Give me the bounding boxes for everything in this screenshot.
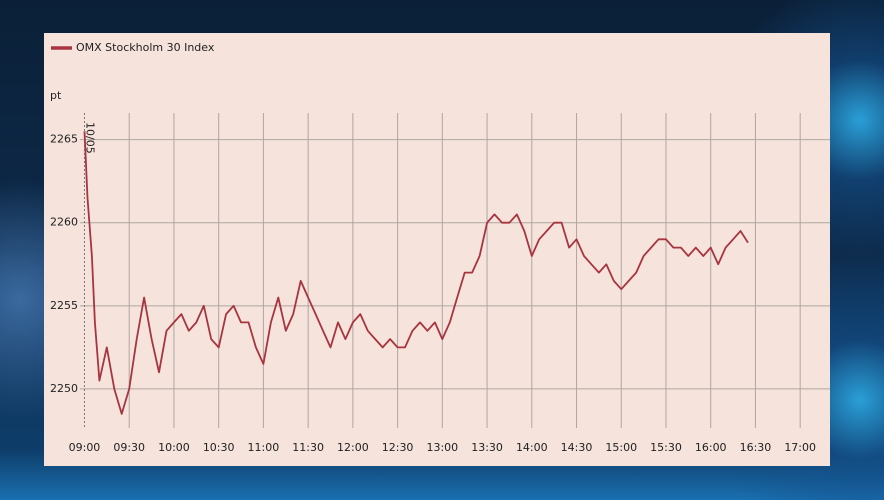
x-tick-label: 16:00 <box>695 441 727 454</box>
y-tick-label: 2260 <box>50 216 78 229</box>
y-tick-label: 2255 <box>50 299 78 312</box>
x-tick-label: 12:00 <box>337 441 369 454</box>
data-line <box>83 131 749 415</box>
x-tick-label: 13:00 <box>426 441 458 454</box>
x-tick-label: 10:00 <box>158 441 190 454</box>
x-tick-label: 12:30 <box>382 441 414 454</box>
x-tick-label: 15:30 <box>650 441 682 454</box>
y-tick-label: 2265 <box>50 133 78 146</box>
x-tick-label: 09:30 <box>113 441 145 454</box>
x-tick-label: 14:00 <box>516 441 548 454</box>
x-tick-label: 09:00 <box>69 441 101 454</box>
x-tick-label: 10:30 <box>203 441 235 454</box>
x-tick-label: 13:30 <box>471 441 503 454</box>
panel <box>44 33 830 466</box>
x-tick-label: 11:30 <box>292 441 324 454</box>
legend-label: OMX Stockholm 30 Index <box>76 41 215 54</box>
x-tick-label: 15:00 <box>605 441 637 454</box>
x-tick-label: 16:30 <box>740 441 772 454</box>
annotation: 10/05 <box>83 122 96 154</box>
x-tick-label: 17:00 <box>784 441 816 454</box>
x-tick-label: 14:30 <box>561 441 593 454</box>
y-tick-label: 2250 <box>50 382 78 395</box>
x-tick-label: 11:00 <box>248 441 280 454</box>
y-axis-label: pt <box>50 89 62 102</box>
